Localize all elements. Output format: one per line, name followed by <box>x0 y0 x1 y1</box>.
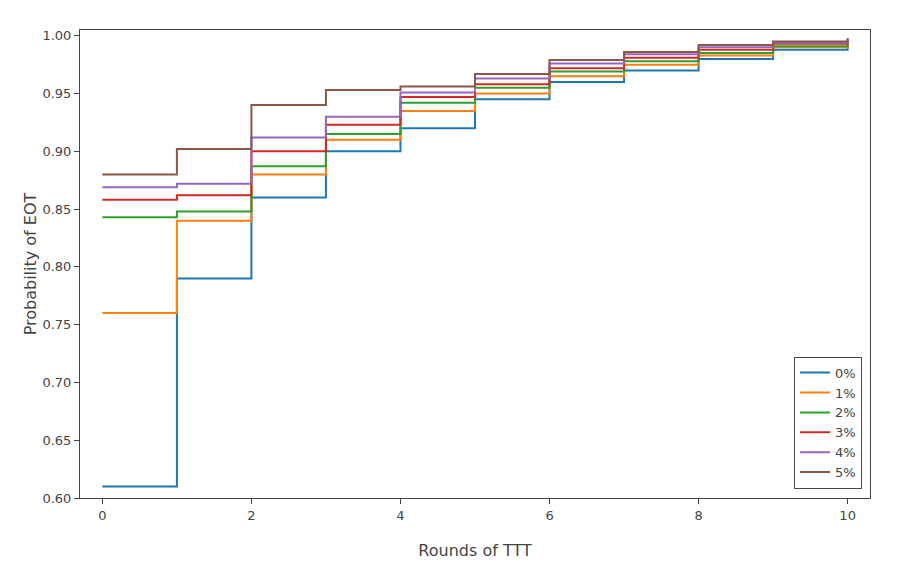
svg-text:Probability of EOT: Probability of EOT <box>21 192 40 335</box>
svg-text:1%: 1% <box>835 386 856 401</box>
svg-text:0.80: 0.80 <box>42 259 71 274</box>
svg-text:1.00: 1.00 <box>42 28 71 43</box>
svg-text:0.65: 0.65 <box>42 433 71 448</box>
svg-text:0.95: 0.95 <box>42 86 71 101</box>
svg-text:0.60: 0.60 <box>42 491 71 506</box>
svg-text:4: 4 <box>396 508 404 523</box>
svg-text:4%: 4% <box>835 445 856 460</box>
svg-text:0.75: 0.75 <box>42 317 71 332</box>
svg-text:2%: 2% <box>835 405 856 420</box>
svg-text:3%: 3% <box>835 425 856 440</box>
svg-text:0.90: 0.90 <box>42 144 71 159</box>
svg-text:8: 8 <box>694 508 702 523</box>
svg-text:Rounds of TTT: Rounds of TTT <box>418 541 532 560</box>
svg-text:6: 6 <box>545 508 553 523</box>
svg-text:0.70: 0.70 <box>42 375 71 390</box>
svg-text:2: 2 <box>247 508 255 523</box>
svg-text:10: 10 <box>839 508 856 523</box>
svg-text:0%: 0% <box>835 366 856 381</box>
svg-text:0.85: 0.85 <box>42 202 71 217</box>
svg-text:5%: 5% <box>835 465 856 480</box>
svg-text:0: 0 <box>98 508 106 523</box>
